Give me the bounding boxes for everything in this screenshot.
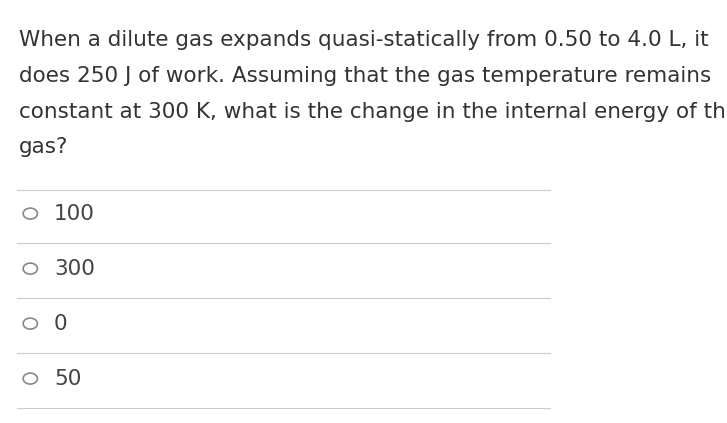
Text: When a dilute gas expands quasi-statically from 0.50 to 4.0 L, it: When a dilute gas expands quasi-statical… xyxy=(20,30,709,49)
Text: gas?: gas? xyxy=(20,137,68,157)
Text: 0: 0 xyxy=(54,313,68,334)
Text: 50: 50 xyxy=(54,368,81,389)
Text: 100: 100 xyxy=(54,203,95,224)
Text: does 250 J of work. Assuming that the gas temperature remains: does 250 J of work. Assuming that the ga… xyxy=(20,66,712,85)
Text: 300: 300 xyxy=(54,258,95,279)
Text: constant at 300 K, what is the change in the internal energy of the: constant at 300 K, what is the change in… xyxy=(20,102,727,121)
